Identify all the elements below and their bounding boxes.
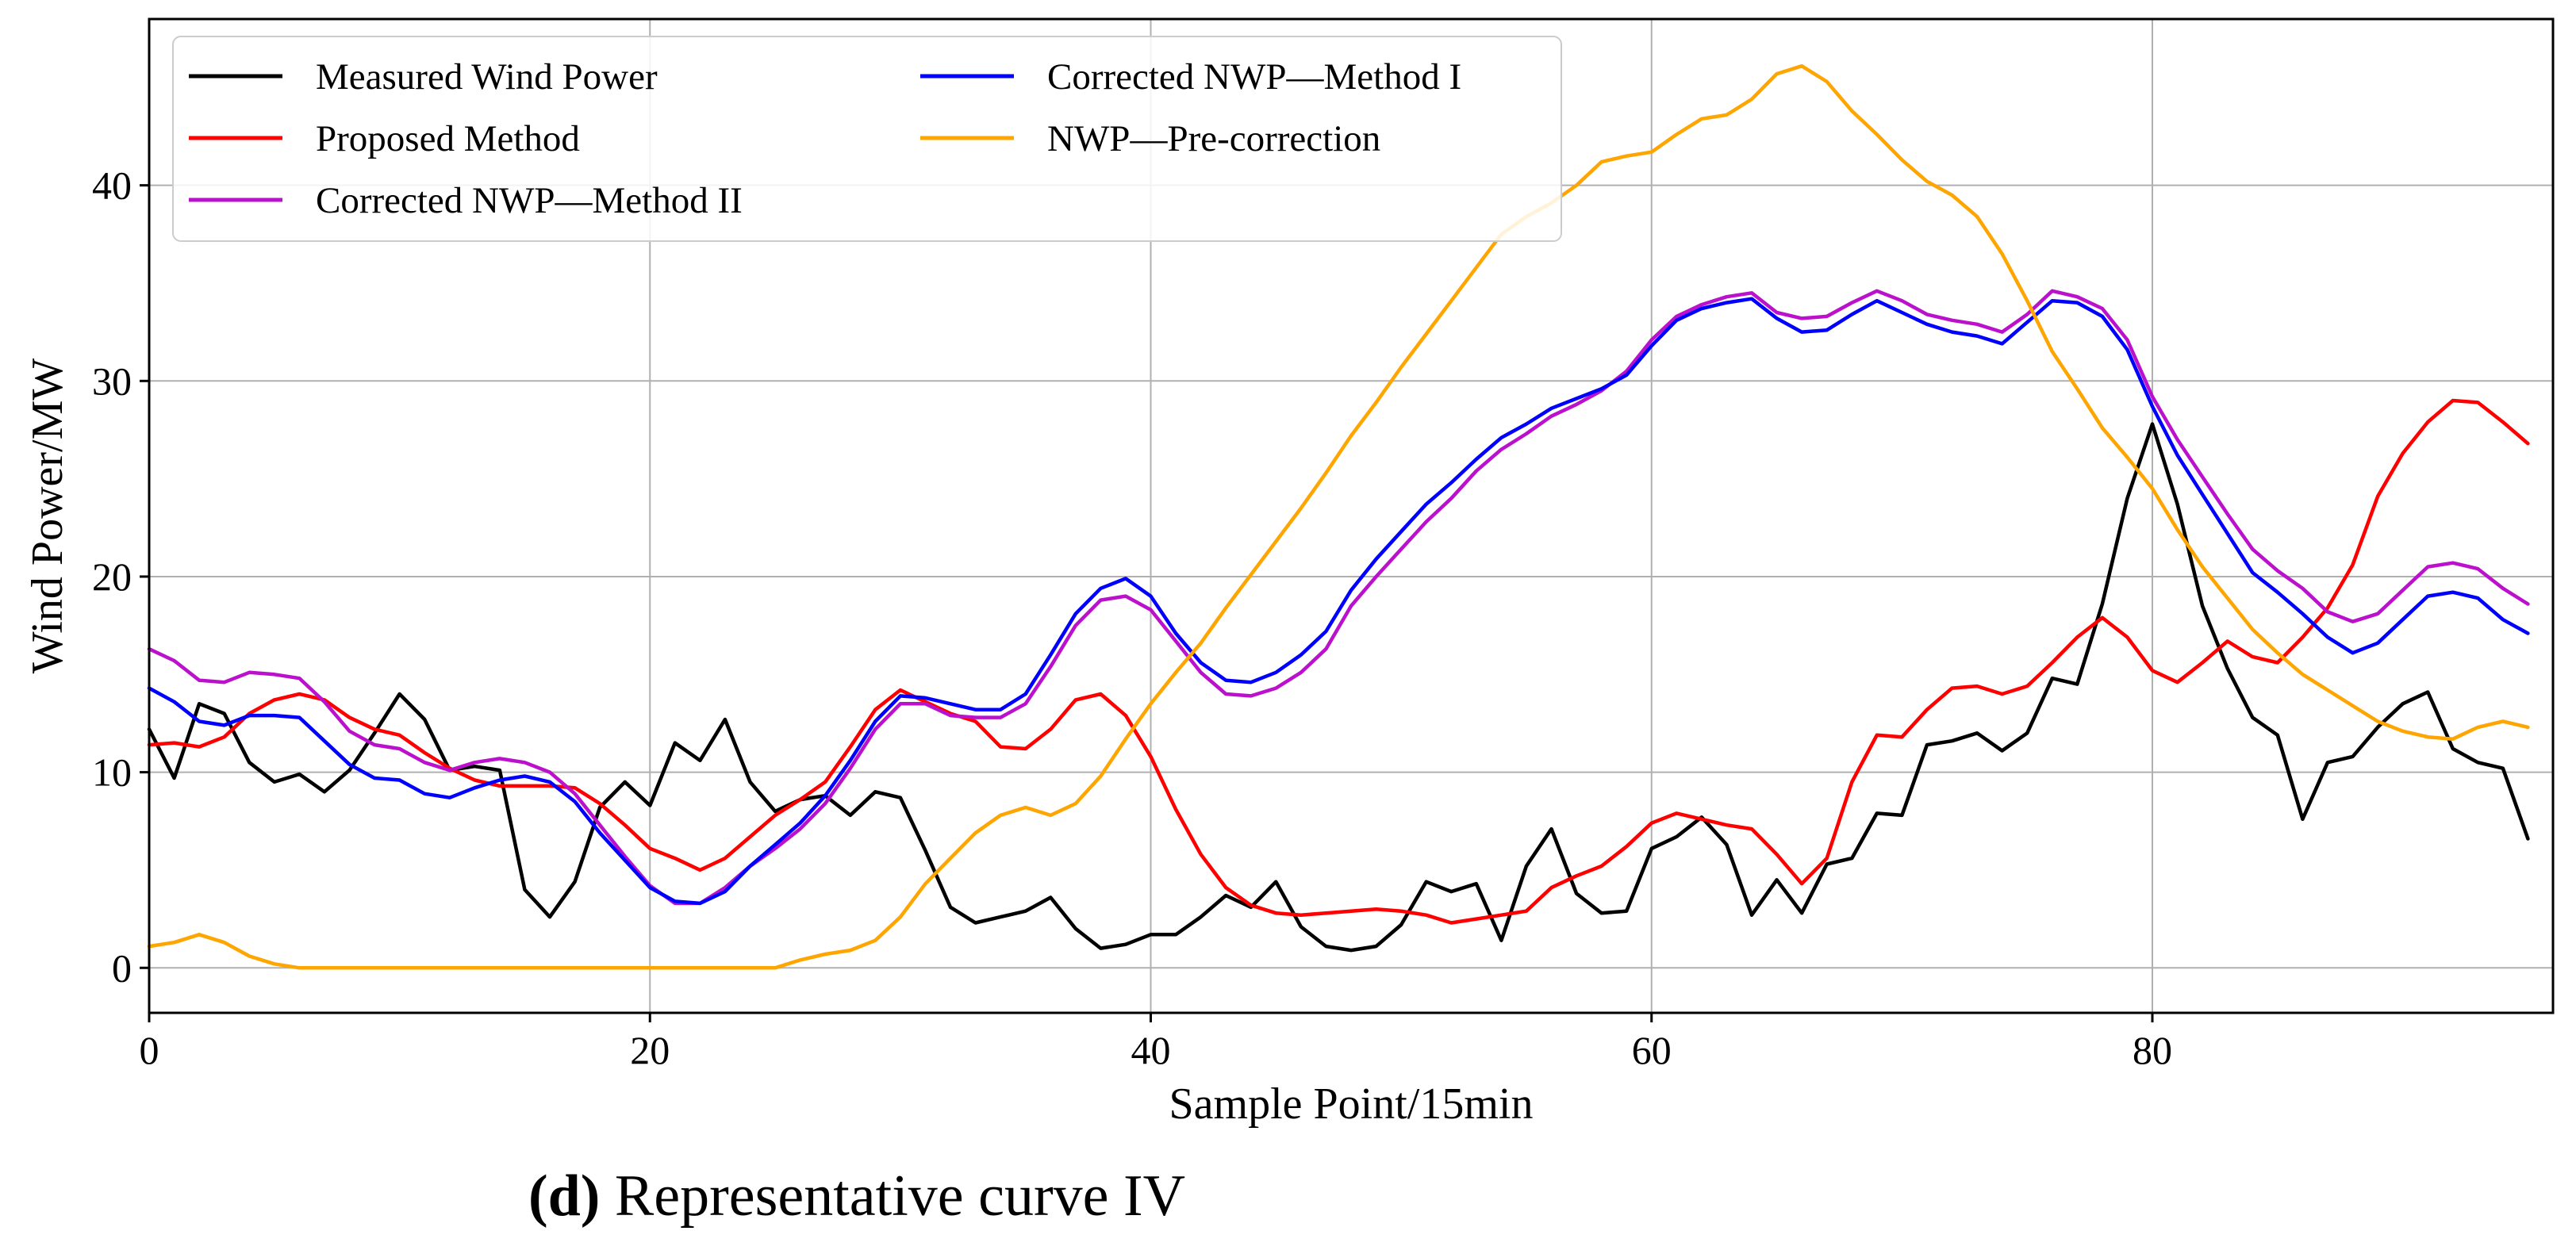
- y-axis-label: Wind Power/MW: [23, 359, 72, 674]
- series-lines: [147, 63, 2530, 970]
- y-tick-label: 0: [112, 945, 132, 990]
- x-tick-label: 80: [2133, 1028, 2172, 1072]
- legend-label-5: NWP—Pre-correction: [1047, 118, 1380, 159]
- legend-box: [172, 36, 1562, 242]
- x-tick-label: 0: [140, 1028, 159, 1072]
- legend-label-4: Corrected NWP—Method I: [1047, 56, 1461, 98]
- figure-caption: (d) Representative curve IV: [528, 1164, 1185, 1229]
- caption-panel-letter: (d): [528, 1164, 600, 1229]
- legend-label-2: Proposed Method: [316, 118, 580, 159]
- caption-title: Representative curve IV: [600, 1164, 1185, 1229]
- series-line-5: [147, 63, 2530, 970]
- legend-label-1: Measured Wind Power: [316, 56, 658, 98]
- series-line-2: [147, 398, 2530, 925]
- axis-ticks: 0 20 40 60 80 0 10 20 30 40: [92, 163, 2172, 1072]
- legend: Measured Wind Power Proposed Method Correc…: [172, 36, 1562, 242]
- x-axis-label: Sample Point/15min: [1169, 1079, 1534, 1129]
- x-tick-label: 60: [1632, 1028, 1672, 1072]
- plot-frame: [148, 17, 2555, 1014]
- x-tick-label: 20: [630, 1028, 670, 1072]
- legend-entries: Measured Wind Power Proposed Method Correc…: [189, 56, 1461, 221]
- series-line-1: [147, 422, 2530, 953]
- y-tick-label: 30: [92, 359, 132, 403]
- y-tick-label: 10: [92, 750, 132, 795]
- x-tick-label: 40: [1131, 1028, 1171, 1072]
- y-tick-label: 40: [92, 163, 132, 208]
- series-line-4: [147, 297, 2530, 906]
- legend-label-3: Corrected NWP—Method II: [316, 180, 743, 221]
- y-tick-label: 20: [92, 554, 132, 599]
- series-line-3: [147, 289, 2530, 906]
